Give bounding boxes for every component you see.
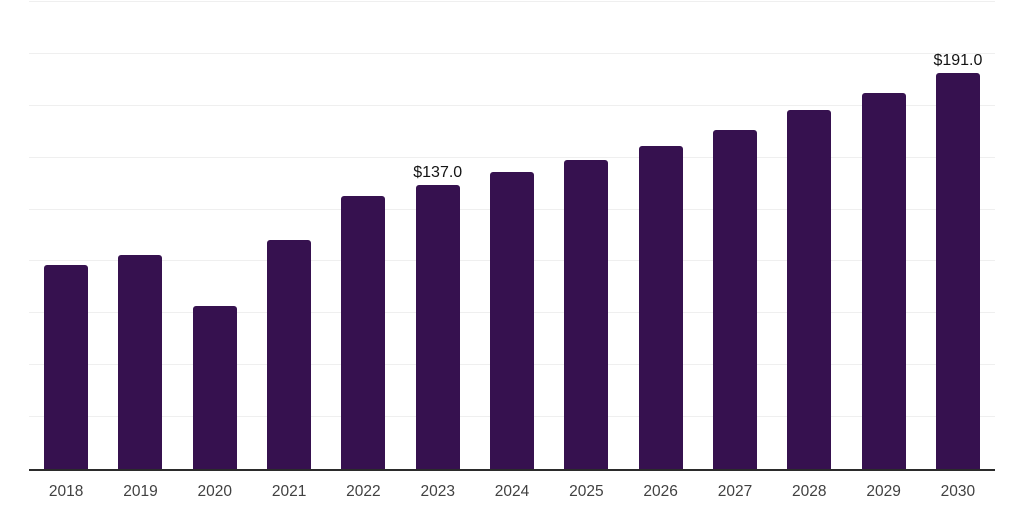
x-tick-label: 2018 [48, 483, 84, 500]
bar-value-label: $191.0 [933, 51, 983, 69]
bar-slot [178, 2, 252, 469]
bar-slot [698, 2, 772, 469]
bar-slot [772, 2, 846, 469]
bar-2023: $137.0 [413, 164, 462, 469]
x-axis-line [29, 469, 995, 471]
bar-2030: $191.0 [933, 52, 982, 469]
bar-2020 [192, 305, 237, 469]
bar-slot: $191.0 [921, 2, 995, 469]
bar-slot [29, 2, 103, 469]
x-tick-label: 2030 [940, 483, 976, 500]
x-tick-label: 2028 [792, 483, 827, 500]
x-axis-labels: 2018 2019 2020 2021 2022 2023 2024 2025 2026 2027… [29, 482, 995, 501]
x-tick-label: 2026 [643, 483, 678, 500]
bar-2021 [267, 239, 312, 469]
bar-2019 [118, 255, 163, 469]
x-tick-label: 2020 [197, 483, 233, 500]
x-tick-label: 2024 [494, 483, 530, 500]
x-tick-label: 2029 [866, 483, 901, 500]
bar-2018 [44, 264, 89, 469]
x-tick-label: 2022 [346, 483, 381, 500]
gridline [29, 104, 995, 106]
bar-2027 [712, 130, 757, 469]
bar-2026 [638, 146, 683, 469]
bar-slot: $137.0 [401, 2, 475, 469]
x-tick-label: 2021 [271, 483, 307, 500]
x-tick-label: 2025 [569, 483, 604, 500]
x-tick-label: 2027 [717, 483, 753, 500]
bars-row: $137.0 $191.0 [29, 2, 995, 469]
bar-2024 [490, 172, 535, 469]
bar-2028 [787, 110, 832, 469]
x-tick-label: 2023 [420, 483, 455, 500]
bar-slot [103, 2, 177, 469]
bar-slot [252, 2, 326, 469]
bar-slot [326, 2, 400, 469]
bar-2029 [861, 92, 906, 469]
gridline [29, 1, 995, 2]
bar-2022 [341, 196, 386, 469]
gridline [29, 52, 995, 54]
bar-slot [846, 2, 920, 469]
bar-slot [549, 2, 623, 469]
x-tick-label: 2019 [123, 483, 158, 500]
bar-value-label: $137.0 [413, 163, 463, 181]
gridline [29, 156, 995, 158]
bar-2025 [564, 160, 609, 469]
plot-area: $137.0 $191.0 [29, 1, 995, 469]
bar-slot [624, 2, 698, 469]
bar-slot [475, 2, 549, 469]
